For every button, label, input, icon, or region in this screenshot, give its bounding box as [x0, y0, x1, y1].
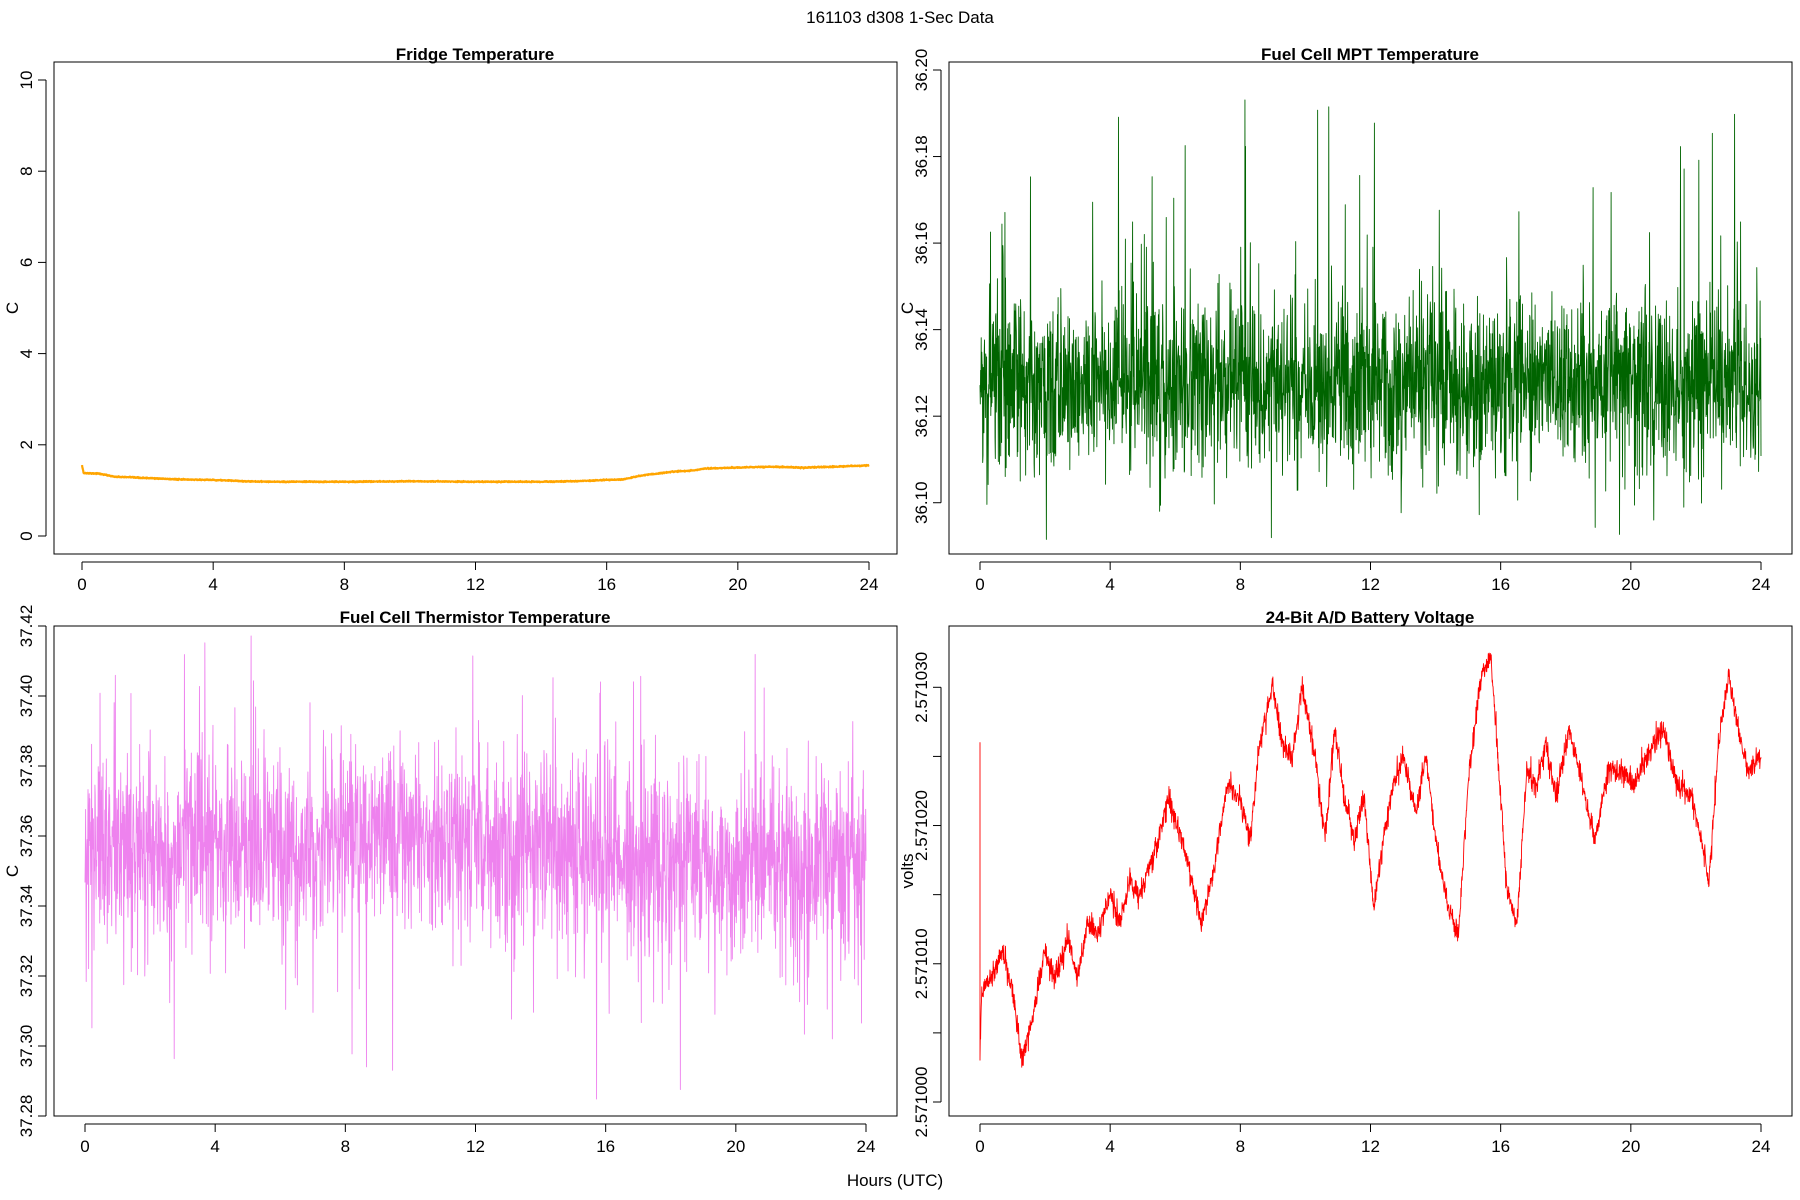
y-tick-label: 10	[17, 71, 36, 90]
x-tick-label: 12	[466, 1137, 485, 1156]
x-tick-label: 8	[340, 575, 349, 594]
y-tick-label: 36.14	[912, 308, 931, 351]
x-tick-label: 20	[728, 575, 747, 594]
y-tick-label: 2.571010	[912, 928, 931, 999]
panel-battery-voltage: 24-Bit A/D Battery Voltage volts 0 4 8 12 16…	[898, 608, 1793, 1156]
x-tick-label: 0	[77, 575, 86, 594]
y-tick-label: 37.40	[17, 675, 36, 718]
y-tick-label: 2	[17, 440, 36, 449]
y-tick-label: 36.20	[912, 49, 931, 92]
x-tick-label: 20	[1621, 575, 1640, 594]
axis-layer: 0 4 8 12 16 20 24 37.28 37.30 37.32 37.34 37.36 37.3…	[17, 605, 875, 1156]
y-tick-label: 37.36	[17, 815, 36, 858]
x-tick-label: 24	[1752, 575, 1771, 594]
x-tick-label: 8	[341, 1137, 350, 1156]
y-tick-label: 8	[17, 166, 36, 175]
figure-supertitle: 161103 d308 1-Sec Data	[806, 8, 994, 27]
x-tick-label: 24	[857, 1137, 876, 1156]
y-tick-label: 37.28	[17, 1095, 36, 1138]
series-layer	[979, 652, 1762, 1068]
x-tick-label: 20	[1621, 1137, 1640, 1156]
x-tick-label: 12	[1361, 1137, 1380, 1156]
y-tick-label: 2.571000	[912, 1067, 931, 1138]
x-tick-label: 16	[596, 1137, 615, 1156]
x-tick-label: 0	[975, 1137, 984, 1156]
y-tick-label: 37.42	[17, 605, 36, 648]
y-tick-label: 36.18	[912, 135, 931, 178]
y-tick-label: 2.571030	[912, 652, 931, 723]
y-tick-label: 0	[17, 531, 36, 540]
x-tick-label: 20	[726, 1137, 745, 1156]
x-tick-label: 4	[210, 1137, 219, 1156]
panel-title: Fridge Temperature	[396, 45, 554, 64]
y-axis-label: C	[898, 302, 917, 314]
y-tick-label: 36.16	[912, 222, 931, 265]
x-tick-label: 4	[1105, 1137, 1114, 1156]
y-tick-label: 4	[17, 349, 36, 358]
plot-box	[53, 61, 898, 555]
x-tick-label: 8	[1236, 575, 1245, 594]
series-layer	[80, 463, 870, 484]
y-axis-label: C	[3, 302, 22, 314]
y-tick-label: 37.34	[17, 885, 36, 928]
x-tick-label: 12	[1361, 575, 1380, 594]
plot-box	[948, 61, 1793, 555]
x-tick-label: 0	[80, 1137, 89, 1156]
y-axis-label: volts	[898, 854, 917, 889]
x-tick-label: 4	[208, 575, 217, 594]
panel-fuel-cell-thermistor-temperature: Fuel Cell Thermistor Temperature C 0 4 8 12…	[3, 605, 898, 1156]
y-tick-label: 37.30	[17, 1025, 36, 1068]
x-tick-label: 0	[975, 575, 984, 594]
panel-fuel-cell-mpt-temperature: Fuel Cell MPT Temperature C 0 4 8 12 16 20 24 3…	[898, 45, 1793, 594]
plot-box	[948, 625, 1793, 1117]
x-tick-label: 24	[860, 575, 879, 594]
figure-xlabel: Hours (UTC)	[847, 1171, 943, 1190]
y-tick-label: 36.10	[912, 481, 931, 524]
series-line	[80, 463, 870, 484]
plot-box	[53, 625, 898, 1117]
series-layer	[84, 635, 867, 1100]
series-line	[979, 652, 1762, 1068]
series-layer	[979, 99, 1762, 540]
panel-title: Fuel Cell MPT Temperature	[1261, 45, 1479, 64]
y-tick-label: 37.32	[17, 955, 36, 998]
x-tick-label: 24	[1752, 1137, 1771, 1156]
x-tick-label: 8	[1236, 1137, 1245, 1156]
series-line	[84, 635, 867, 1100]
y-tick-label: 36.12	[912, 395, 931, 438]
y-tick-label: 37.38	[17, 745, 36, 788]
axis-layer: 0 4 8 12 16 20 24 36.10 36.12 36.14 36.16 36.18 36.2…	[912, 49, 1770, 594]
x-tick-label: 12	[466, 575, 485, 594]
y-tick-label: 6	[17, 258, 36, 267]
x-tick-label: 16	[1491, 1137, 1510, 1156]
y-axis-label: C	[3, 865, 22, 877]
x-tick-label: 4	[1105, 575, 1114, 594]
x-tick-label: 16	[1491, 575, 1510, 594]
panel-title: Fuel Cell Thermistor Temperature	[340, 608, 611, 627]
y-tick-label: 2.571020	[912, 790, 931, 861]
series-line	[979, 99, 1762, 540]
axis-layer: 0 4 8 12 16 20 24 2.571000 2.571010 2.571020 2.571…	[912, 652, 1770, 1156]
panel-title: 24-Bit A/D Battery Voltage	[1266, 608, 1475, 627]
x-tick-label: 16	[597, 575, 616, 594]
